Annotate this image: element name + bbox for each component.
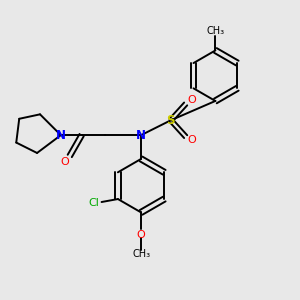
Text: S: S — [167, 114, 175, 127]
Text: O: O — [137, 230, 146, 240]
Text: O: O — [188, 135, 197, 145]
Text: Cl: Cl — [89, 199, 100, 208]
Text: O: O — [60, 157, 69, 167]
Text: N: N — [56, 129, 66, 142]
Text: CH₃: CH₃ — [132, 249, 150, 259]
Text: CH₃: CH₃ — [206, 26, 224, 36]
Text: O: O — [188, 95, 197, 105]
Text: N: N — [136, 129, 146, 142]
